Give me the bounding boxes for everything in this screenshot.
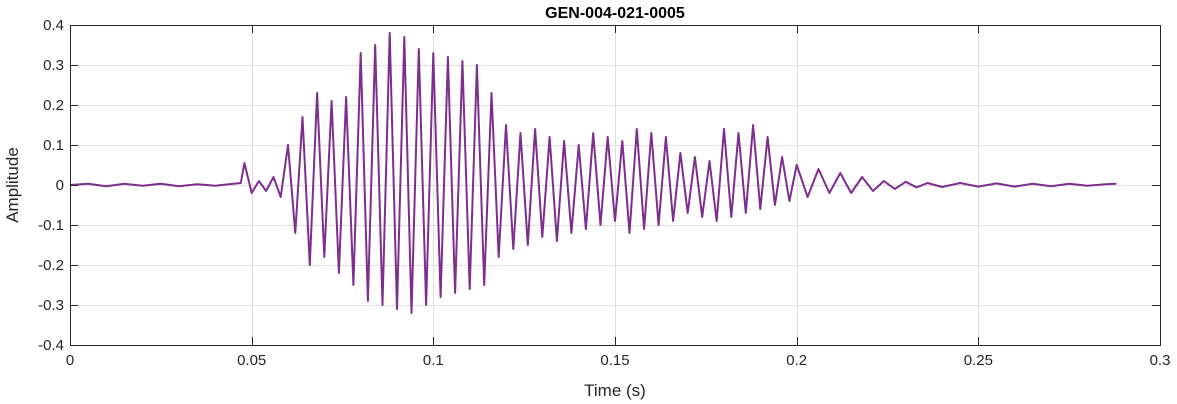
x-tick-label: 0.05 — [237, 352, 266, 369]
y-tick-label: -0.4 — [38, 337, 64, 354]
y-axis-label: Amplitude — [3, 147, 22, 223]
axis-ticks — [70, 25, 1161, 346]
amplitude-series-line — [69, 32, 1117, 314]
y-tick-label: 0.2 — [43, 97, 64, 114]
x-axis-label: Time (s) — [584, 381, 646, 400]
x-tick-label: 0.25 — [964, 352, 993, 369]
y-tick-label: 0 — [56, 177, 64, 194]
y-tick-label: 0.1 — [43, 137, 64, 154]
y-tick-label: -0.3 — [38, 297, 64, 314]
grid-lines — [70, 25, 1161, 346]
x-tick-label: 0.1 — [423, 352, 444, 369]
x-tick-label: 0.3 — [1150, 352, 1171, 369]
y-tick-labels: -0.4 -0.3 -0.2 -0.1 0 0.1 0.2 0.3 0.4 — [38, 17, 64, 354]
chart-title: GEN-004-021-0005 — [545, 5, 685, 22]
x-tick-labels: 0 0.05 0.1 0.15 0.2 0.25 0.3 — [66, 352, 1171, 369]
y-tick-label: -0.1 — [38, 217, 64, 234]
y-tick-label: 0.4 — [43, 17, 64, 34]
x-tick-label: 0 — [66, 352, 74, 369]
y-tick-label: 0.3 — [43, 57, 64, 74]
x-tick-label: 0.2 — [786, 352, 807, 369]
y-tick-label: -0.2 — [38, 257, 64, 274]
x-tick-label: 0.15 — [600, 352, 629, 369]
